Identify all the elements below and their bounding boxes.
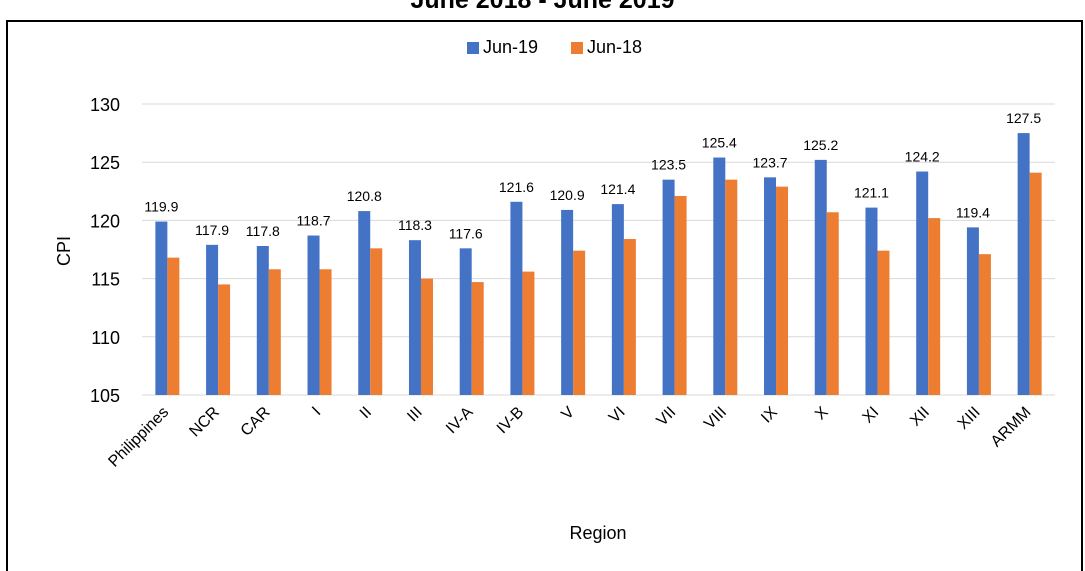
y-tick-label: 130	[90, 95, 120, 115]
data-label: 121.1	[854, 185, 889, 201]
data-label: 121.6	[499, 179, 534, 195]
legend-label: Jun-19	[483, 37, 538, 57]
data-label: 120.8	[347, 188, 382, 204]
x-tick-label: NCR	[186, 404, 223, 441]
legend-swatch	[467, 42, 479, 54]
bar-jun-19	[764, 177, 777, 395]
y-tick-label: 110	[91, 328, 120, 348]
bar-jun-19	[358, 211, 371, 395]
bar-jun-19	[713, 157, 726, 395]
bar-jun-19	[155, 221, 168, 395]
y-tick-label: 115	[91, 270, 120, 290]
y-tick-label: 120	[90, 211, 120, 231]
legend-label: Jun-18	[587, 37, 642, 57]
data-label: 117.9	[195, 222, 229, 238]
x-tick-label: ARMM	[988, 404, 1035, 451]
legend-swatch	[571, 42, 583, 54]
bar-jun-18	[928, 218, 941, 395]
x-tick-label: Philippines	[105, 404, 172, 471]
data-label: 117.6	[449, 225, 483, 241]
data-label: 123.7	[753, 154, 788, 170]
x-tick-labels: Philippines NCR CAR I II III IV-A IV-B V VI VII VII…	[105, 404, 1034, 471]
bar-jun-18	[877, 250, 890, 395]
bar-jun-19	[814, 159, 827, 395]
bar-jun-18	[725, 179, 738, 395]
data-label: 124.2	[905, 149, 940, 165]
y-tick-label: 105	[90, 386, 120, 406]
x-tick-label: XI	[860, 404, 883, 427]
x-tick-label: X	[812, 404, 832, 424]
bar-jun-19	[307, 235, 320, 395]
x-tick-label: VI	[606, 404, 629, 427]
data-label: 118.3	[398, 217, 432, 233]
x-tick-label: IV-B	[494, 404, 527, 437]
bar-jun-19	[966, 227, 979, 395]
x-tick-label: XII	[907, 404, 933, 430]
bar-jun-18	[522, 271, 535, 395]
x-tick-label: V	[558, 404, 578, 424]
x-tick-label: II	[357, 404, 375, 422]
bar-jun-18	[826, 212, 839, 395]
bar-jun-18	[268, 269, 281, 395]
data-label: 119.9	[144, 199, 178, 215]
x-tick-label: VIII	[701, 404, 730, 433]
data-label: 125.2	[803, 137, 838, 153]
data-label: 125.4	[702, 135, 737, 151]
bar-jun-19	[561, 209, 574, 395]
bar-jun-19	[408, 240, 421, 395]
bar-jun-18	[978, 254, 991, 395]
bar-jun-19	[256, 246, 269, 395]
gridlines	[142, 103, 1055, 396]
x-tick-label: IV-A	[443, 404, 477, 438]
data-label: 117.8	[246, 223, 280, 239]
x-tick-label: I	[309, 404, 324, 419]
bar-jun-18	[370, 248, 383, 395]
bar-jun-18	[471, 282, 484, 395]
y-tick-label: 125	[90, 153, 120, 173]
bar-jun-19	[611, 204, 624, 395]
bars	[155, 133, 1042, 395]
data-label: 119.4	[956, 204, 990, 220]
bar-jun-18	[1029, 172, 1042, 395]
x-tick-label: CAR	[238, 404, 274, 440]
bar-jun-18	[167, 257, 180, 395]
bar-jun-18	[420, 278, 433, 395]
bar-jun-19	[662, 179, 675, 395]
bar-jun-18	[674, 195, 687, 395]
x-axis-title: Region	[569, 523, 626, 543]
chart-frame	[6, 20, 1083, 571]
x-tick-label: III	[404, 404, 425, 425]
bar-jun-18	[218, 284, 231, 395]
bar-jun-19	[459, 248, 472, 395]
x-tick-label: IX	[758, 404, 781, 427]
data-label: 118.7	[297, 213, 331, 229]
bar-jun-19	[1017, 133, 1030, 395]
data-label: 120.9	[550, 187, 585, 203]
x-tick-label: VII	[654, 404, 680, 430]
data-label: 121.4	[600, 181, 635, 197]
x-tick-label: XIII	[955, 404, 984, 433]
data-labels: 119.9 117.9 117.8 118.7 120.8 118.3 117.6 121.6…	[144, 110, 1041, 241]
bar-jun-19	[206, 244, 219, 395]
bar-jun-19	[865, 207, 878, 395]
bar-jun-18	[319, 269, 332, 395]
y-tick-labels: 105 110 115 120 125 130	[90, 95, 120, 406]
bar-jun-19	[510, 201, 523, 395]
bar-jun-18	[573, 250, 586, 395]
legend: Jun-19 Jun-18	[467, 37, 642, 57]
y-axis-title: CPI	[54, 236, 74, 266]
data-label: 127.5	[1006, 110, 1041, 126]
bar-jun-18	[776, 186, 789, 395]
data-label: 123.5	[651, 157, 686, 173]
bar-jun-19	[916, 171, 929, 395]
chart-title: June 2018 - June 2019	[410, 0, 675, 14]
bar-jun-18	[623, 239, 636, 395]
